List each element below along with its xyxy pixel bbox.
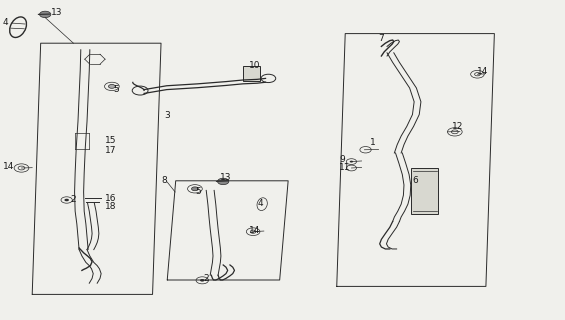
Text: 2: 2 xyxy=(203,274,209,283)
Text: 3: 3 xyxy=(164,111,170,120)
Bar xyxy=(243,66,260,81)
Text: 14: 14 xyxy=(249,226,260,235)
Text: 2: 2 xyxy=(71,196,76,204)
Text: 5: 5 xyxy=(113,85,119,94)
Text: 1: 1 xyxy=(370,138,376,147)
Bar xyxy=(411,168,438,214)
Circle shape xyxy=(218,178,229,185)
Text: 5: 5 xyxy=(195,188,201,196)
Text: 14: 14 xyxy=(3,162,14,171)
Text: 10: 10 xyxy=(249,61,260,70)
Text: 4: 4 xyxy=(3,18,8,27)
Circle shape xyxy=(350,161,353,163)
Circle shape xyxy=(192,187,198,191)
Circle shape xyxy=(40,11,51,18)
Text: 13: 13 xyxy=(220,173,232,182)
Text: 4: 4 xyxy=(257,199,263,208)
Circle shape xyxy=(200,279,205,282)
Text: 9: 9 xyxy=(339,156,345,164)
Text: 8: 8 xyxy=(161,176,167,185)
Text: 15: 15 xyxy=(105,136,116,145)
Text: 18: 18 xyxy=(105,202,116,211)
Text: 16: 16 xyxy=(105,194,116,203)
Text: 7: 7 xyxy=(379,34,384,43)
Text: 17: 17 xyxy=(105,146,116,155)
Text: 12: 12 xyxy=(452,122,463,131)
Text: 6: 6 xyxy=(412,176,418,185)
Text: 13: 13 xyxy=(51,8,62,17)
Text: 11: 11 xyxy=(339,164,350,172)
Circle shape xyxy=(64,199,69,201)
Circle shape xyxy=(108,84,115,88)
Text: 14: 14 xyxy=(477,68,489,76)
